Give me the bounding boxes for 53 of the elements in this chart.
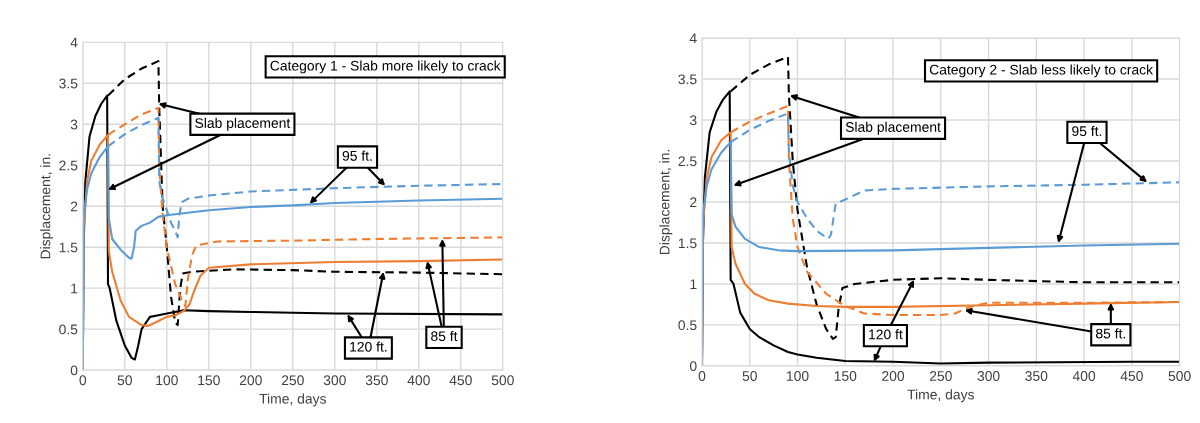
x-tick-label: 200 bbox=[239, 375, 262, 386]
x-tick-label: 500 bbox=[491, 375, 514, 386]
x-tick-label: 500 bbox=[1168, 371, 1191, 381]
y-axis-title: Displacement, in. bbox=[40, 154, 54, 259]
y-tick-label: 1 bbox=[71, 283, 78, 294]
y-tick-label: 4 bbox=[689, 33, 697, 44]
y-tick-label: 2.5 bbox=[59, 160, 78, 171]
y-tick-label: 3 bbox=[689, 115, 697, 126]
x-tick-label: 150 bbox=[834, 371, 857, 381]
y-tick-label: 4 bbox=[70, 37, 78, 48]
annotation: 85 ft bbox=[431, 330, 458, 342]
y-tick-label: 1.5 bbox=[59, 242, 78, 253]
x-tick-label: 50 bbox=[742, 371, 757, 381]
x-tick-label: 350 bbox=[1025, 371, 1048, 381]
y-tick-label: 0 bbox=[689, 361, 697, 372]
x-tick-label: 250 bbox=[281, 375, 304, 386]
y-tick-label: 0.5 bbox=[59, 324, 78, 335]
annotation: 95 ft. bbox=[342, 150, 372, 161]
y-tick-label: 3.5 bbox=[59, 78, 78, 89]
y-tick-label: 0.5 bbox=[678, 320, 697, 331]
x-tick-label: 450 bbox=[449, 375, 472, 386]
x-tick-label: 100 bbox=[786, 371, 809, 381]
x-tick-label: 0 bbox=[79, 375, 87, 386]
x-tick-label: 200 bbox=[882, 371, 905, 381]
y-tick-label: 1.5 bbox=[678, 238, 697, 249]
annotation: 120 ft bbox=[869, 329, 903, 340]
x-tick-label: 300 bbox=[977, 371, 1000, 381]
x-tick-label: 400 bbox=[1072, 371, 1096, 381]
x-tick-label: 0 bbox=[698, 371, 706, 381]
x-tick-label: 150 bbox=[198, 375, 220, 386]
x-tick-label: 100 bbox=[156, 375, 178, 386]
annotation: Slab placement bbox=[195, 117, 291, 131]
x-axis-title: Time, days bbox=[259, 393, 326, 407]
y-tick-label: 2.5 bbox=[678, 156, 697, 167]
annotation: 85 ft. bbox=[1095, 328, 1125, 339]
x-tick-label: 350 bbox=[365, 375, 388, 386]
x-axis-title: Time, days bbox=[907, 389, 974, 403]
annotation: Category 1 - Slab more likely to crack bbox=[270, 60, 501, 74]
x-tick-label: 50 bbox=[117, 375, 132, 386]
x-tick-label: 450 bbox=[1120, 371, 1143, 381]
x-tick-label: 400 bbox=[407, 375, 430, 386]
x-tick-label: 300 bbox=[323, 375, 346, 386]
y-tick-label: 2 bbox=[690, 197, 697, 208]
y-tick-label: 2 bbox=[70, 201, 78, 212]
y-tick-label: 3 bbox=[70, 119, 78, 130]
annotation: 95 ft. bbox=[1072, 125, 1102, 137]
y-axis-title: Displacement, in. bbox=[659, 149, 673, 255]
annotation: Slab placement bbox=[845, 121, 941, 135]
x-tick-label: 250 bbox=[929, 371, 952, 381]
y-tick-label: 3.5 bbox=[678, 74, 697, 85]
y-tick-label: 1 bbox=[690, 279, 697, 289]
annotation: 120 ft. bbox=[350, 341, 387, 352]
annotation: Category 2 - Slab less likely to crack bbox=[929, 64, 1154, 78]
